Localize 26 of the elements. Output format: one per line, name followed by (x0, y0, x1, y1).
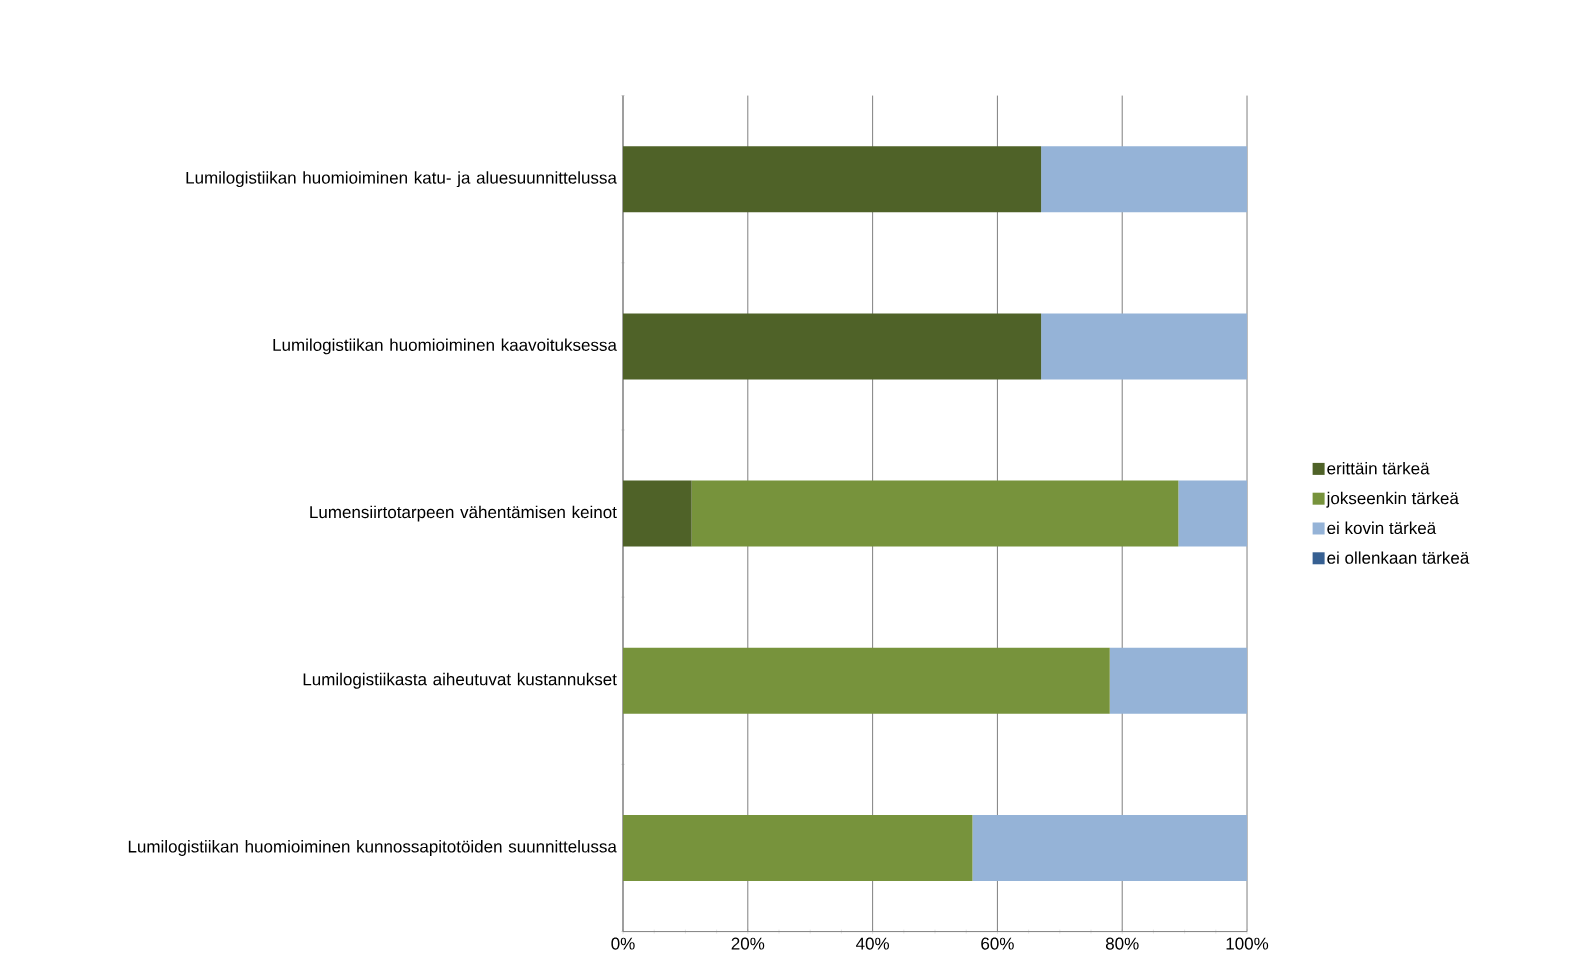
bar (623, 480, 692, 547)
x-tick-label: 40% (855, 937, 890, 950)
x-tick-label: 0% (611, 937, 635, 950)
x-tick-label: 80% (1105, 937, 1139, 950)
bar (691, 480, 1179, 547)
bar (623, 313, 1042, 380)
x-tick-label: 100% (1226, 937, 1269, 950)
bar (623, 647, 1110, 714)
y-tick-label: Lumensiirtotarpeen vähentämisen keinot (310, 505, 617, 522)
legend-label: ei ollenkaan tärkeä (1327, 551, 1470, 564)
bar (623, 146, 1042, 213)
legend-label: ei kovin tärkeä (1327, 521, 1437, 535)
x-tick-label: 60% (981, 937, 1014, 950)
legend-label: erittäin tärkeä (1327, 462, 1430, 475)
y-tick-label: Lumilogistiikan huomioiminen kunnossapitotöiden suunnittelussa (128, 840, 617, 856)
bar (1041, 313, 1248, 380)
bar (1178, 480, 1248, 547)
bar (1109, 647, 1248, 714)
y-tick-label: Lumilogistiikan huomioiminen kaavoituksessa (273, 338, 617, 355)
bar (1041, 146, 1248, 213)
legend-label: jokseenkin tärkeä (1326, 491, 1459, 508)
bar (972, 815, 1248, 882)
y-tick-label: Lumilogistiikasta aiheutuvat kustannukset (303, 672, 617, 689)
y-tick-label: Lumilogistiikan huomioiminen katu- ja aluesuunnittelussa (186, 171, 617, 188)
bar (623, 815, 973, 882)
x-tick-label: 20% (731, 937, 765, 950)
